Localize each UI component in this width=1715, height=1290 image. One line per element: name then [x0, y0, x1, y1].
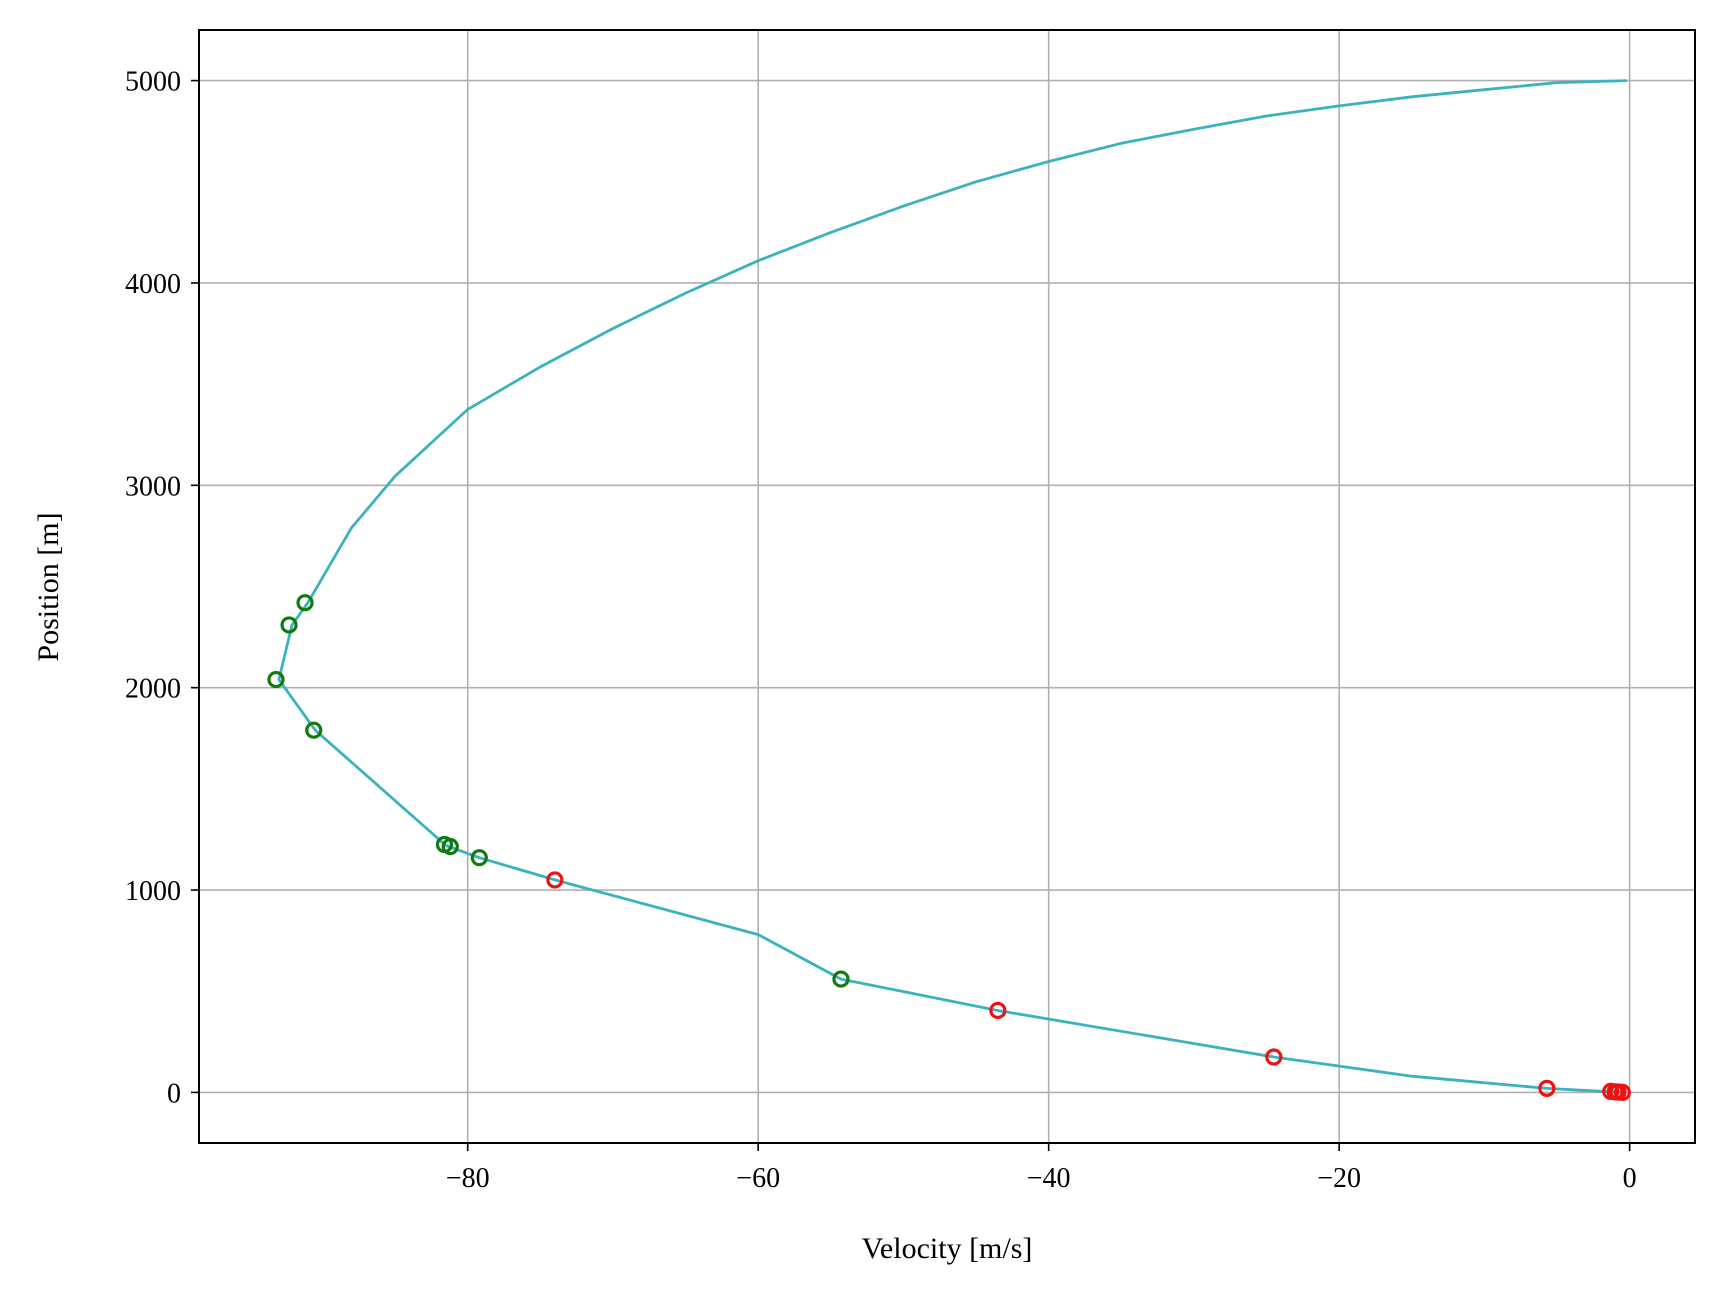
- y-tick-label: 1000: [125, 876, 181, 907]
- y-tick-label: 5000: [125, 67, 181, 98]
- y-tick-label: 4000: [125, 269, 181, 300]
- y-tick-label: 2000: [125, 674, 181, 705]
- y-tick-label: 0: [167, 1078, 181, 1109]
- trajectory-line: [277, 79, 1627, 1094]
- data-point: [441, 837, 459, 856]
- data-point: [989, 1001, 1007, 1020]
- series-lines: [277, 79, 1627, 1094]
- data-point: [1265, 1048, 1283, 1066]
- x-tick-label: −60: [736, 1163, 780, 1194]
- series-points: [267, 594, 1631, 1102]
- grid-lines: [199, 30, 1695, 1143]
- data-point: [305, 721, 323, 739]
- plot-frame: [198, 29, 1696, 1144]
- x-tick-label: −80: [446, 1163, 490, 1194]
- data-point: [546, 871, 564, 889]
- data-point: [470, 849, 488, 867]
- x-tick-label: 0: [1623, 1163, 1637, 1194]
- data-point: [1538, 1079, 1556, 1097]
- data-point: [280, 616, 298, 634]
- x-axis-ticks: −80 −60 −40 −20 0: [446, 1143, 1637, 1194]
- y-axis-ticks: 0 1000 2000 3000 4000 5000: [125, 67, 199, 1109]
- y-axis-label: Position [m]: [32, 512, 65, 661]
- data-point: [296, 594, 314, 612]
- data-point: [1613, 1083, 1631, 1102]
- data-point: [267, 670, 285, 689]
- y-tick-label: 3000: [125, 471, 181, 502]
- x-tick-label: −40: [1027, 1163, 1071, 1194]
- data-point: [832, 970, 850, 988]
- x-axis-label: Velocity [m/s]: [862, 1232, 1033, 1265]
- x-tick-label: −20: [1317, 1163, 1361, 1194]
